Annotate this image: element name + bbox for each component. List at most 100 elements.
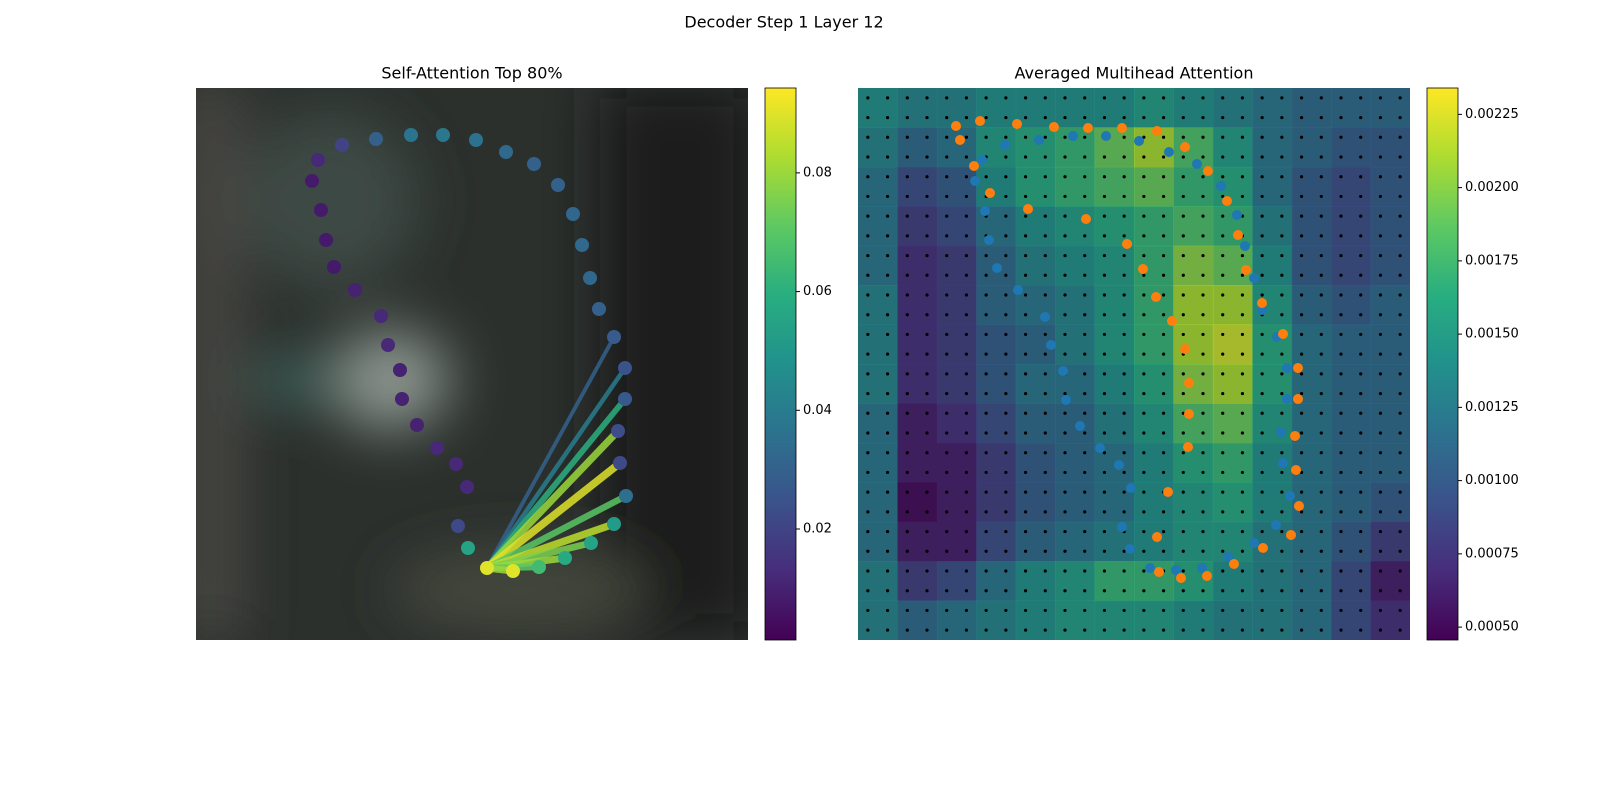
grid-dot bbox=[1398, 96, 1402, 100]
grid-dot bbox=[1142, 372, 1146, 376]
grid-dot bbox=[1359, 451, 1363, 455]
grid-dot bbox=[1023, 451, 1028, 455]
grid-dot bbox=[1142, 470, 1146, 475]
grid-dot bbox=[1004, 214, 1008, 218]
grid-dot bbox=[1221, 470, 1225, 475]
heatmap-cell bbox=[1134, 88, 1174, 128]
grid-dot bbox=[1280, 155, 1284, 159]
grid-dot bbox=[925, 332, 929, 337]
grid-dot bbox=[1240, 529, 1245, 534]
heatmap-cell bbox=[1094, 166, 1135, 207]
grid-dot bbox=[1043, 115, 1047, 120]
grid-dot bbox=[1201, 431, 1205, 435]
grid-dot bbox=[964, 589, 969, 593]
grid-dot bbox=[1260, 451, 1264, 455]
grid-dot bbox=[1201, 628, 1205, 632]
grid-dot bbox=[1043, 628, 1047, 632]
grid-dot bbox=[1161, 155, 1166, 159]
grid-dot bbox=[925, 451, 929, 455]
colorbar-tick-label: 0.02 bbox=[803, 522, 832, 537]
grid-dot bbox=[1319, 115, 1323, 120]
heatmap-cell bbox=[1094, 364, 1135, 404]
grid-dot bbox=[984, 608, 988, 613]
grid-dot bbox=[1023, 490, 1028, 494]
point bbox=[583, 271, 597, 285]
heatmap-cell bbox=[1212, 364, 1253, 404]
heatmap-cell bbox=[1370, 166, 1410, 207]
grid-dot bbox=[1240, 589, 1245, 593]
point bbox=[460, 480, 474, 494]
grid-dot bbox=[1378, 194, 1383, 199]
grid-dot bbox=[1142, 352, 1146, 356]
grid-dot bbox=[1043, 273, 1047, 277]
heatmap-cell bbox=[897, 600, 938, 640]
grid-dot bbox=[1378, 451, 1383, 455]
grid-dot bbox=[1004, 470, 1008, 475]
heatmap-cell bbox=[1331, 521, 1372, 562]
grid-dot bbox=[1240, 490, 1245, 494]
grid-dot bbox=[1339, 628, 1343, 632]
point bbox=[436, 128, 450, 142]
grid-dot bbox=[1299, 175, 1304, 179]
grid-dot bbox=[1319, 391, 1323, 396]
grid-dot bbox=[1142, 214, 1146, 218]
grid-dot bbox=[1280, 214, 1284, 218]
grid-dot bbox=[1299, 313, 1304, 317]
grid-dot bbox=[905, 372, 909, 376]
grid-dot bbox=[1083, 194, 1087, 199]
grid-dot bbox=[1102, 628, 1107, 632]
grid-dot bbox=[1221, 431, 1225, 435]
grid-dot bbox=[1240, 569, 1245, 573]
grid-dot bbox=[885, 431, 890, 435]
point bbox=[1163, 487, 1173, 497]
point bbox=[1125, 544, 1135, 554]
point bbox=[395, 392, 409, 406]
point bbox=[1180, 142, 1190, 152]
grid-dot bbox=[1319, 628, 1323, 632]
heatmap-cell bbox=[1252, 403, 1293, 444]
grid-dot bbox=[1398, 391, 1402, 396]
grid-dot bbox=[1378, 569, 1383, 573]
grid-dot bbox=[925, 470, 929, 475]
grid-dot bbox=[964, 253, 969, 258]
point bbox=[1134, 136, 1144, 146]
grid-dot bbox=[1378, 549, 1383, 553]
grid-dot bbox=[1280, 175, 1284, 179]
grid-dot bbox=[1023, 293, 1028, 297]
point bbox=[607, 517, 621, 531]
point bbox=[1171, 565, 1181, 575]
grid-dot bbox=[1102, 372, 1107, 376]
grid-dot bbox=[1398, 214, 1402, 218]
heatmap-cell bbox=[936, 442, 977, 483]
grid-dot bbox=[1319, 273, 1323, 277]
heatmap-cell bbox=[897, 482, 938, 523]
grid-dot bbox=[1319, 135, 1323, 139]
heatmap-cell bbox=[1134, 521, 1174, 562]
grid-dot bbox=[1102, 451, 1107, 455]
grid-dot bbox=[1181, 549, 1185, 553]
grid-dot bbox=[1359, 96, 1363, 100]
grid-dot bbox=[1201, 352, 1205, 356]
heatmap-cell bbox=[1252, 127, 1293, 168]
point bbox=[1285, 491, 1295, 501]
grid-dot bbox=[1161, 529, 1166, 534]
grid-dot bbox=[1339, 175, 1343, 179]
heatmap-cell bbox=[1252, 206, 1293, 247]
point bbox=[335, 138, 349, 152]
grid-dot bbox=[1102, 175, 1107, 179]
grid-dot bbox=[925, 135, 929, 139]
grid-dot bbox=[1260, 115, 1264, 120]
attention-link bbox=[484, 365, 628, 571]
heatmap-cell bbox=[897, 521, 938, 562]
grid-dot bbox=[925, 214, 929, 218]
grid-dot bbox=[1359, 293, 1363, 297]
heatmap-cell bbox=[1331, 127, 1372, 168]
heatmap-cell bbox=[897, 403, 938, 444]
grid-dot bbox=[1083, 115, 1087, 120]
grid-dot bbox=[1299, 332, 1304, 337]
grid-dot bbox=[1339, 372, 1343, 376]
grid-dot bbox=[1102, 391, 1107, 396]
grid-dot bbox=[1063, 293, 1067, 297]
grid-dot bbox=[1378, 470, 1383, 475]
grid-dot bbox=[1102, 115, 1107, 120]
